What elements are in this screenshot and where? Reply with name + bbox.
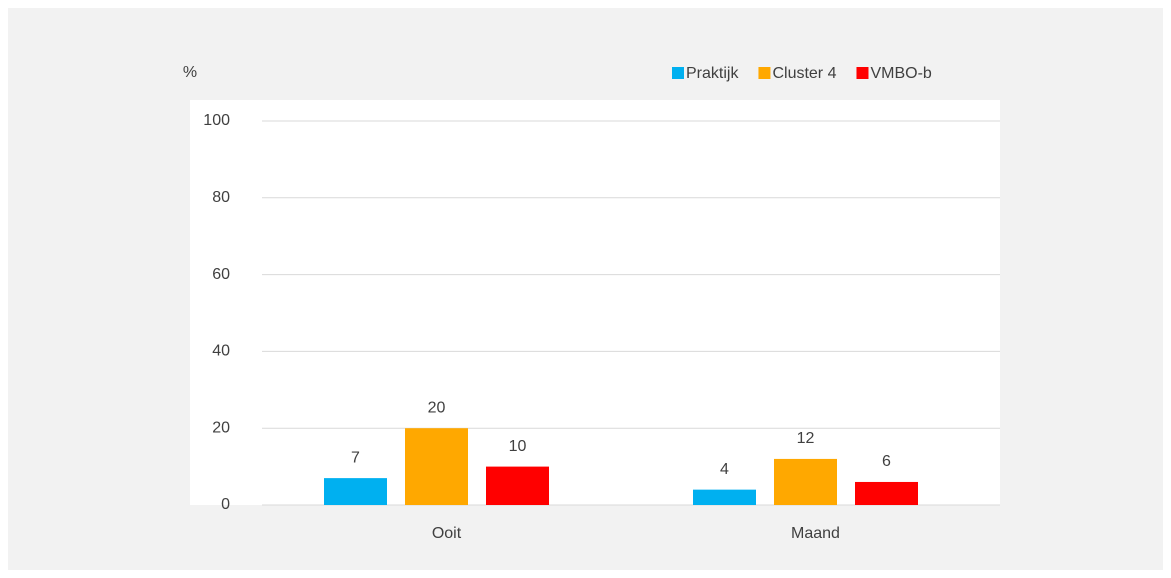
bar	[324, 478, 387, 505]
bar	[855, 481, 918, 505]
plot-area	[190, 100, 1000, 505]
bar	[774, 458, 837, 505]
legend-swatch	[672, 67, 684, 79]
bar	[405, 428, 468, 505]
data-label: 10	[509, 438, 527, 455]
legend-label: Cluster 4	[772, 65, 836, 82]
legend-label: VMBO-b	[870, 65, 931, 82]
y-tick-label: 0	[221, 496, 230, 513]
x-tick-label: Ooit	[432, 525, 462, 542]
bar	[486, 466, 549, 505]
legend-swatch	[758, 67, 771, 79]
legend-label: Praktijk	[686, 65, 739, 82]
data-label: 6	[882, 453, 891, 470]
legend-swatch	[856, 67, 869, 79]
data-label: 12	[797, 430, 815, 447]
data-label: 7	[351, 449, 360, 466]
x-tick-label: Maand	[791, 525, 840, 542]
y-axis-label: %	[183, 64, 197, 81]
bar	[693, 489, 756, 505]
y-tick-label: 60	[212, 266, 230, 283]
data-label: 20	[428, 399, 446, 416]
y-tick-label: 20	[212, 419, 230, 436]
data-label: 4	[720, 461, 729, 478]
y-tick-label: 40	[212, 343, 230, 360]
y-tick-label: 80	[212, 189, 230, 206]
y-tick-label: 100	[203, 112, 230, 129]
